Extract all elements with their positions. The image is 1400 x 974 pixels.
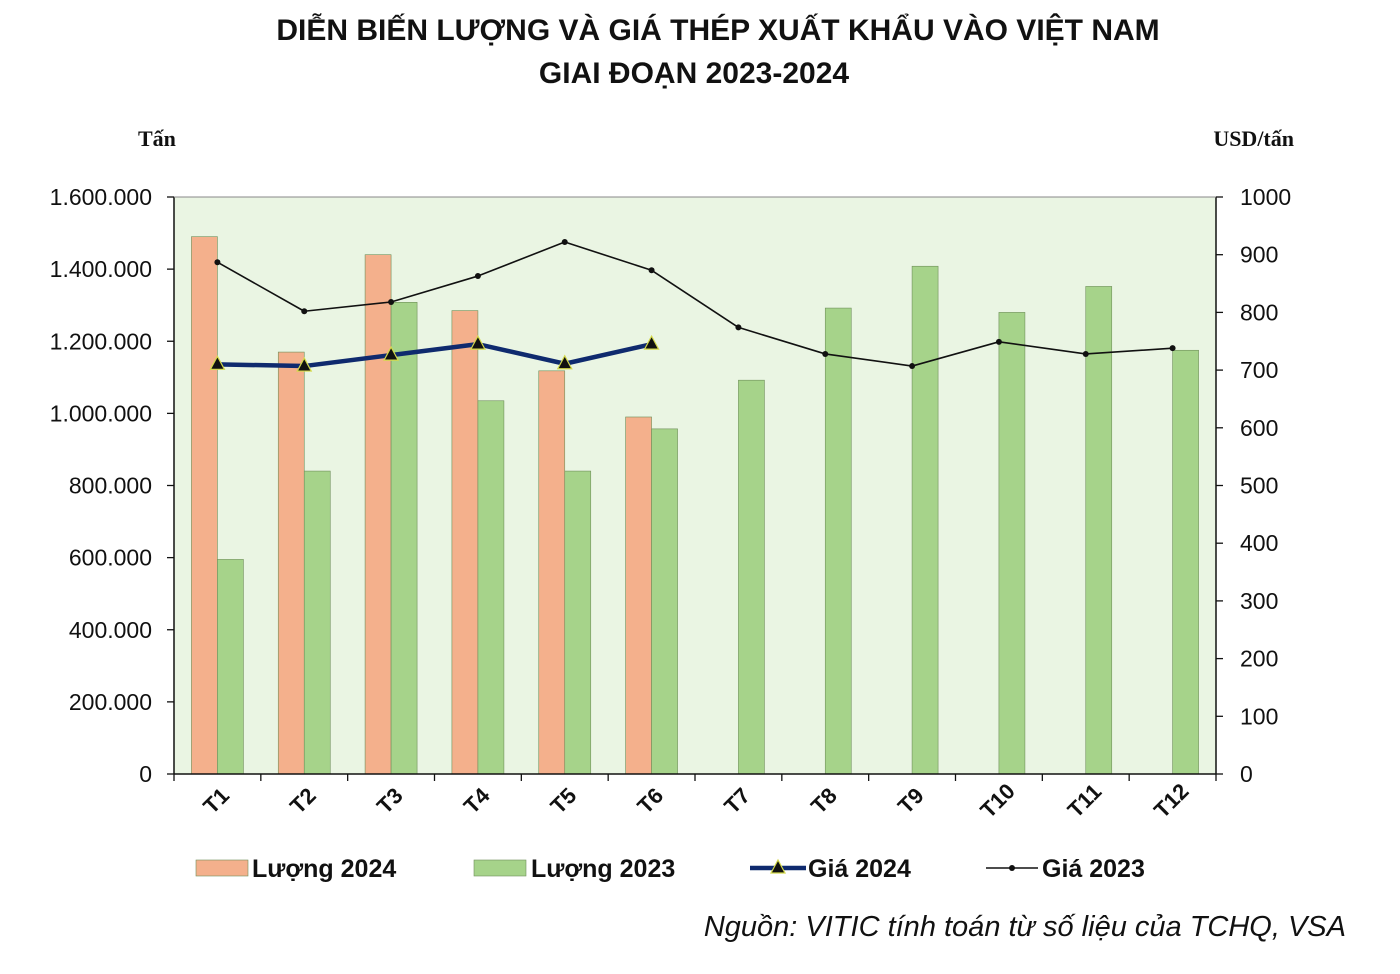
left-tick-label: 800.000 (69, 473, 152, 499)
marker-giá-2023-0 (214, 259, 221, 266)
legend-swatch-lượng-2023 (473, 859, 527, 877)
marker-giá-2024-2 (383, 345, 400, 361)
x-tick-label-t6: T6 (632, 783, 668, 819)
x-tick-label-t10: T10 (975, 778, 1019, 822)
chart-title-line2: GIAI ĐOẠN 2023-2024 (539, 57, 849, 90)
x-tick-label-t2: T2 (285, 783, 321, 819)
marker-giá-2023-1 (301, 308, 308, 315)
marker-giá-2023-4 (561, 239, 568, 246)
bar-lượng-2024-t5 (538, 370, 566, 775)
left-tick-label: 1.400.000 (50, 256, 152, 282)
bar-lượng-2023-t8 (824, 307, 852, 775)
marker-giá-2023-3 (474, 273, 481, 280)
right-tick-label: 400 (1240, 530, 1278, 556)
right-tick-label: 200 (1240, 646, 1278, 672)
right-axis-unit: USD/tấn (1213, 126, 1294, 151)
right-tick-label: 0 (1240, 761, 1253, 787)
left-tick-label: 200.000 (69, 689, 152, 715)
left-axis-unit: Tấn (138, 126, 176, 151)
x-tick-label-t5: T5 (546, 783, 582, 819)
left-tick-label: 0 (139, 761, 152, 787)
marker-giá-2023-6 (735, 324, 742, 331)
right-tick-label: 500 (1240, 473, 1278, 499)
marker-giá-2023-7 (822, 350, 829, 357)
legend-label-giá-2023: Giá 2023 (1042, 855, 1145, 883)
marker-giá-2024-0 (209, 355, 226, 370)
bar-lượng-2024-t6 (625, 416, 652, 775)
marker-giá-2024-4 (556, 354, 573, 370)
legend-swatch-lượng-2024 (195, 859, 249, 877)
bars-layer (191, 236, 1199, 775)
right-tick-label: 100 (1240, 703, 1278, 729)
x-tick-label-t1: T1 (198, 783, 234, 819)
bar-lượng-2024-t1 (191, 236, 218, 775)
marker-giá-2024-1 (296, 356, 313, 372)
bar-lượng-2023-t3 (390, 302, 418, 775)
bar-lượng-2024-t4 (451, 310, 479, 775)
bar-lượng-2023-t10 (998, 312, 1026, 775)
bar-lượng-2023-t4 (477, 400, 505, 775)
bar-lượng-2023-t11 (1085, 286, 1113, 775)
x-tick-label-t3: T3 (372, 783, 408, 819)
marker-giá-2023-11 (1169, 345, 1176, 352)
plot-area (174, 197, 1216, 774)
lines-layer (209, 239, 1176, 372)
marker-giá-2023-5 (648, 267, 655, 274)
left-tick-label: 1.200.000 (50, 328, 152, 354)
right-tick-label: 900 (1240, 242, 1278, 268)
x-tick-label-t4: T4 (459, 782, 495, 818)
line-giá-2024 (217, 341, 653, 369)
source-note: Nguồn: VITIC tính toán từ số liệu của TC… (704, 911, 1346, 943)
right-tick-label: 600 (1240, 415, 1278, 441)
legend-label-lượng-2023: Lượng 2023 (531, 855, 675, 883)
bar-lượng-2024-t2 (277, 351, 305, 775)
left-tick-label: 1.000.000 (50, 400, 152, 426)
left-tick-label: 600.000 (69, 545, 152, 571)
legend-marker-giá-2024 (769, 858, 787, 874)
legend-label-giá-2024: Giá 2024 (808, 855, 911, 883)
marker-giá-2023-10 (1082, 350, 1089, 357)
bar-lượng-2023-t2 (303, 470, 331, 775)
marker-giá-2023-2 (388, 299, 395, 306)
bar-lượng-2024-t3 (364, 254, 392, 775)
chart-title-line1: DIỄN BIẾN LƯỢNG VÀ GIÁ THÉP XUẤT KHẨU VÀ… (276, 13, 1159, 47)
marker-giá-2023-8 (909, 363, 916, 370)
bar-lượng-2023-t7 (738, 379, 765, 775)
legend-marker-giá-2023 (1009, 865, 1015, 871)
legend: Lượng 2024 Lượng 2023 Giá 2024 Giá 2023 (195, 855, 1145, 883)
right-tick-label: 300 (1240, 588, 1278, 614)
right-tick-label: 800 (1240, 299, 1278, 325)
bar-lượng-2023-t12 (1172, 349, 1199, 775)
left-tick-label: 400.000 (69, 617, 152, 643)
x-tick-label-t11: T11 (1063, 779, 1107, 823)
marker-giá-2024-5 (643, 334, 660, 350)
x-tick-label-t12: T12 (1149, 778, 1193, 822)
left-tick-label: 1.600.000 (50, 184, 152, 210)
marker-giá-2024-3 (469, 334, 486, 350)
bar-lượng-2023-t5 (564, 470, 592, 775)
legend-label-lượng-2024: Lượng 2024 (252, 855, 396, 883)
right-tick-label: 1000 (1240, 184, 1291, 210)
x-tick-label-t7: T7 (719, 783, 755, 819)
bar-lượng-2023-t1 (217, 559, 244, 775)
line-giá-2023 (217, 241, 1173, 367)
bar-lượng-2023-t9 (911, 265, 939, 775)
x-tick-label-t8: T8 (806, 783, 842, 819)
marker-giá-2023-9 (995, 338, 1002, 345)
x-tick-label-t9: T9 (893, 783, 929, 819)
bar-lượng-2023-t6 (651, 428, 678, 775)
right-tick-label: 700 (1240, 357, 1278, 383)
